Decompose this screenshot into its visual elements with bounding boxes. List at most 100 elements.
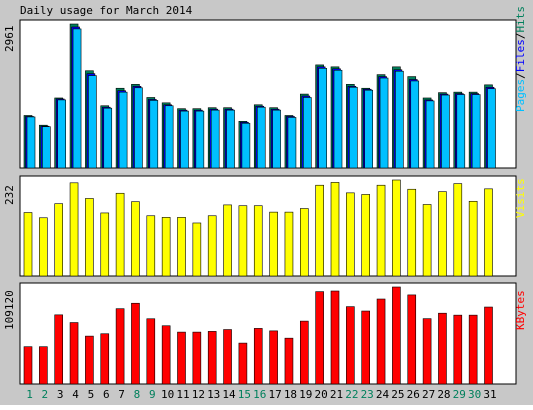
hits-panel: 2961 Pages/Files/Hits [3, 6, 527, 169]
hits-bar-pages-day-26 [410, 80, 420, 169]
day-label-27: 27 [422, 388, 435, 401]
hits-bar-pages-day-13 [210, 109, 220, 169]
visits-bar-visits-day-28 [438, 191, 447, 277]
visits-bar-visits-day-1 [23, 212, 33, 277]
legend-sep-2: / [514, 33, 527, 40]
hits-bar-pages-day-19 [302, 97, 312, 169]
day-label-18: 18 [284, 388, 297, 401]
visits-bar-visits-day-22 [346, 192, 355, 277]
day-label-28: 28 [437, 388, 450, 401]
legend-sep-1: / [514, 72, 527, 79]
visits-bar-visits-day-19 [299, 208, 309, 277]
day-label-6: 6 [103, 388, 110, 401]
kbytes-bar-kbytes-day-12 [192, 331, 202, 385]
visits-bar-visits-day-30 [468, 200, 478, 277]
kbytes-ymax-label: 109120 [3, 290, 16, 330]
day-label-10: 10 [161, 388, 174, 401]
kbytes-bar-kbytes-day-19 [299, 320, 309, 385]
visits-bar-visits-day-26 [407, 188, 417, 277]
visits-panel: 232 Visits [3, 175, 527, 277]
day-label-23: 23 [361, 388, 374, 401]
kbytes-bar-kbytes-day-4 [69, 322, 79, 385]
kbytes-bar-kbytes-day-23 [361, 310, 371, 385]
visits-bar-visits-day-10 [161, 217, 171, 277]
visits-bar-visits-day-31 [484, 188, 493, 277]
visits-bar-visits-day-8 [131, 201, 140, 277]
hits-bar-pages-day-16 [256, 106, 266, 169]
chart-title: Daily usage for March 2014 [20, 4, 193, 17]
visits-bar-visits-day-25 [392, 179, 401, 277]
day-label-7: 7 [118, 388, 125, 401]
day-label-12: 12 [192, 388, 205, 401]
visits-bar-visits-day-12 [192, 222, 202, 277]
kbytes-legend: KBytes [514, 290, 527, 330]
visits-bars [23, 179, 493, 277]
kbytes-bar-kbytes-day-1 [23, 346, 33, 385]
day-label-26: 26 [407, 388, 420, 401]
hits-bar-pages-day-4 [72, 28, 82, 169]
visits-ymax-label: 232 [3, 185, 16, 205]
visits-bar-visits-day-5 [85, 198, 94, 277]
day-axis-labels: 1 2 3 4 5 6 7 8 9 10 11 12 13 14 15 16 17 18 19 20 21 22 23 24 2… [26, 388, 496, 401]
visits-bar-visits-day-9 [146, 215, 156, 277]
hits-bar-pages-day-25 [395, 70, 404, 169]
day-label-9: 9 [149, 388, 156, 401]
kbytes-bar-kbytes-day-2 [39, 346, 48, 385]
day-label-22: 22 [345, 388, 358, 401]
visits-bar-visits-day-2 [39, 217, 48, 277]
visits-bar-visits-day-20 [315, 184, 324, 277]
visits-bar-visits-day-23 [361, 194, 371, 277]
day-label-8: 8 [134, 388, 141, 401]
kbytes-bar-kbytes-day-28 [438, 312, 447, 385]
hits-bar-pages-day-6 [103, 107, 113, 169]
kbytes-bar-kbytes-day-3 [54, 314, 64, 385]
legend-pages: Pages [514, 79, 527, 112]
kbytes-bar-kbytes-day-24 [376, 298, 386, 385]
hits-bar-pages-day-18 [287, 117, 297, 169]
hits-bar-pages-day-5 [88, 75, 97, 169]
day-label-2: 2 [42, 388, 49, 401]
day-label-21: 21 [330, 388, 343, 401]
hits-bar-pages-day-2 [42, 126, 51, 169]
day-label-31: 31 [483, 388, 496, 401]
hits-bars [23, 23, 496, 169]
visits-bar-visits-day-24 [376, 184, 386, 277]
kbytes-bar-kbytes-day-16 [253, 328, 263, 385]
visits-legend: Visits [514, 178, 527, 218]
visits-bar-visits-day-7 [115, 192, 125, 277]
kbytes-bar-kbytes-day-20 [315, 291, 324, 385]
day-label-30: 30 [468, 388, 481, 401]
day-label-4: 4 [72, 388, 79, 401]
kbytes-bar-kbytes-day-5 [85, 335, 94, 385]
day-label-5: 5 [88, 388, 95, 401]
visits-bar-visits-day-6 [100, 212, 110, 277]
day-label-16: 16 [253, 388, 266, 401]
visits-bar-visits-day-3 [54, 203, 64, 277]
visits-bar-visits-day-21 [330, 182, 340, 277]
day-label-20: 20 [315, 388, 328, 401]
kbytes-bar-kbytes-day-29 [453, 314, 463, 385]
hits-bar-pages-day-29 [456, 94, 466, 169]
day-label-25: 25 [391, 388, 404, 401]
visits-bar-visits-day-17 [269, 211, 278, 277]
kbytes-bar-kbytes-day-18 [284, 337, 294, 385]
visits-bar-visits-day-29 [453, 183, 463, 277]
visits-bar-visits-day-16 [253, 205, 263, 277]
visits-bar-visits-day-4 [69, 182, 79, 277]
visits-bar-visits-day-27 [422, 204, 432, 277]
hits-bar-pages-day-11 [180, 110, 189, 169]
hits-bar-pages-day-31 [487, 88, 496, 169]
kbytes-bar-kbytes-day-22 [346, 306, 355, 385]
day-label-3: 3 [57, 388, 64, 401]
kbytes-bar-kbytes-day-6 [100, 333, 110, 385]
hits-bar-pages-day-8 [134, 87, 143, 169]
day-label-29: 29 [453, 388, 466, 401]
visits-bar-visits-day-15 [238, 205, 248, 277]
kbytes-bar-kbytes-day-21 [330, 290, 340, 385]
legend-hits: Hits [514, 6, 527, 33]
visits-bar-visits-day-13 [207, 215, 217, 277]
day-label-19: 19 [299, 388, 312, 401]
hits-legend: Pages/Files/Hits [514, 6, 527, 112]
kbytes-bar-kbytes-day-17 [269, 330, 278, 385]
